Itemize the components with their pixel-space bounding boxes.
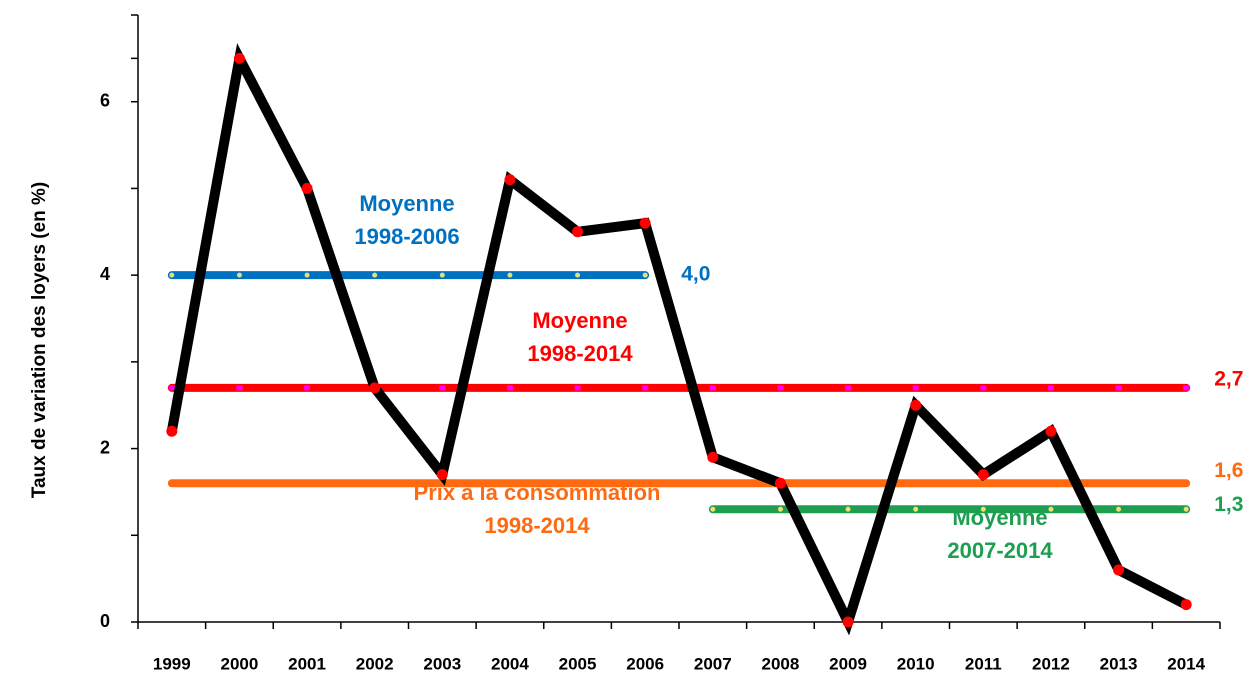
x-tick-label: 2000 <box>221 654 259 673</box>
marker <box>913 506 919 512</box>
marker <box>369 382 381 394</box>
annotation: Moyenne <box>532 308 627 333</box>
y-tick-label: 6 <box>100 90 110 110</box>
x-tick-label: 2001 <box>288 654 326 673</box>
marker <box>642 385 649 391</box>
marker <box>1047 385 1054 391</box>
x-tick-label: 2010 <box>897 654 935 673</box>
marker <box>304 272 310 278</box>
marker <box>236 272 242 278</box>
marker <box>980 506 986 512</box>
x-tick-label: 2009 <box>829 654 867 673</box>
marker <box>1045 425 1057 437</box>
marker <box>166 425 178 437</box>
marker <box>1180 599 1192 611</box>
marker <box>777 506 783 512</box>
annotation: Moyenne <box>359 191 454 216</box>
value-label: 1,6 <box>1214 459 1243 482</box>
x-tick-label: 2012 <box>1032 654 1070 673</box>
marker <box>845 506 851 512</box>
marker <box>980 385 987 391</box>
marker <box>710 506 716 512</box>
x-tick-label: 2004 <box>491 654 529 673</box>
annotation: 1998-2014 <box>527 341 633 366</box>
marker <box>1116 506 1122 512</box>
x-tick-label: 1999 <box>153 654 191 673</box>
marker <box>912 385 919 391</box>
marker <box>372 272 378 278</box>
y-tick-label: 0 <box>100 611 110 631</box>
marker <box>169 272 175 278</box>
marker <box>1183 506 1189 512</box>
marker <box>709 385 716 391</box>
marker <box>504 174 516 186</box>
marker <box>575 272 581 278</box>
x-tick-label: 2008 <box>762 654 800 673</box>
marker <box>639 217 651 229</box>
y-tick-label: 4 <box>100 264 110 284</box>
x-tick-label: 2003 <box>423 654 461 673</box>
marker <box>774 477 786 489</box>
value-label: 2,7 <box>1214 367 1243 390</box>
x-tick-label: 2006 <box>626 654 664 673</box>
marker <box>233 52 245 64</box>
annotation: 2007-2014 <box>947 538 1053 563</box>
y-tick-label: 2 <box>100 437 110 457</box>
marker <box>304 385 311 391</box>
marker <box>506 385 513 391</box>
x-tick-label: 2002 <box>356 654 394 673</box>
marker <box>1113 564 1125 576</box>
annotation: 1998-2014 <box>484 513 590 538</box>
x-tick-label: 2005 <box>559 654 597 673</box>
value-label: 4,0 <box>681 263 710 286</box>
marker <box>436 469 448 481</box>
marker <box>439 272 445 278</box>
marker <box>977 469 989 481</box>
x-tick-label: 2013 <box>1100 654 1138 673</box>
marker <box>642 272 648 278</box>
x-tick-label: 2007 <box>694 654 732 673</box>
marker <box>507 272 513 278</box>
marker <box>574 385 581 391</box>
marker <box>168 385 175 391</box>
marker <box>236 385 243 391</box>
marker <box>777 385 784 391</box>
marker <box>572 226 584 238</box>
marker <box>439 385 446 391</box>
marker <box>1115 385 1122 391</box>
annotation: 1998-2006 <box>354 224 459 249</box>
marker <box>845 385 852 391</box>
marker <box>910 399 922 411</box>
x-tick-label: 2011 <box>965 654 1002 673</box>
value-label: 1,3 <box>1214 493 1243 516</box>
y-axis-label: Taux de variation des loyers (en %) <box>29 182 50 498</box>
x-tick-label: 2014 <box>1167 654 1205 673</box>
marker <box>707 451 719 463</box>
marker <box>842 616 854 628</box>
marker <box>1048 506 1054 512</box>
marker <box>1183 385 1190 391</box>
line-series <box>166 43 1189 636</box>
marker <box>301 182 313 194</box>
